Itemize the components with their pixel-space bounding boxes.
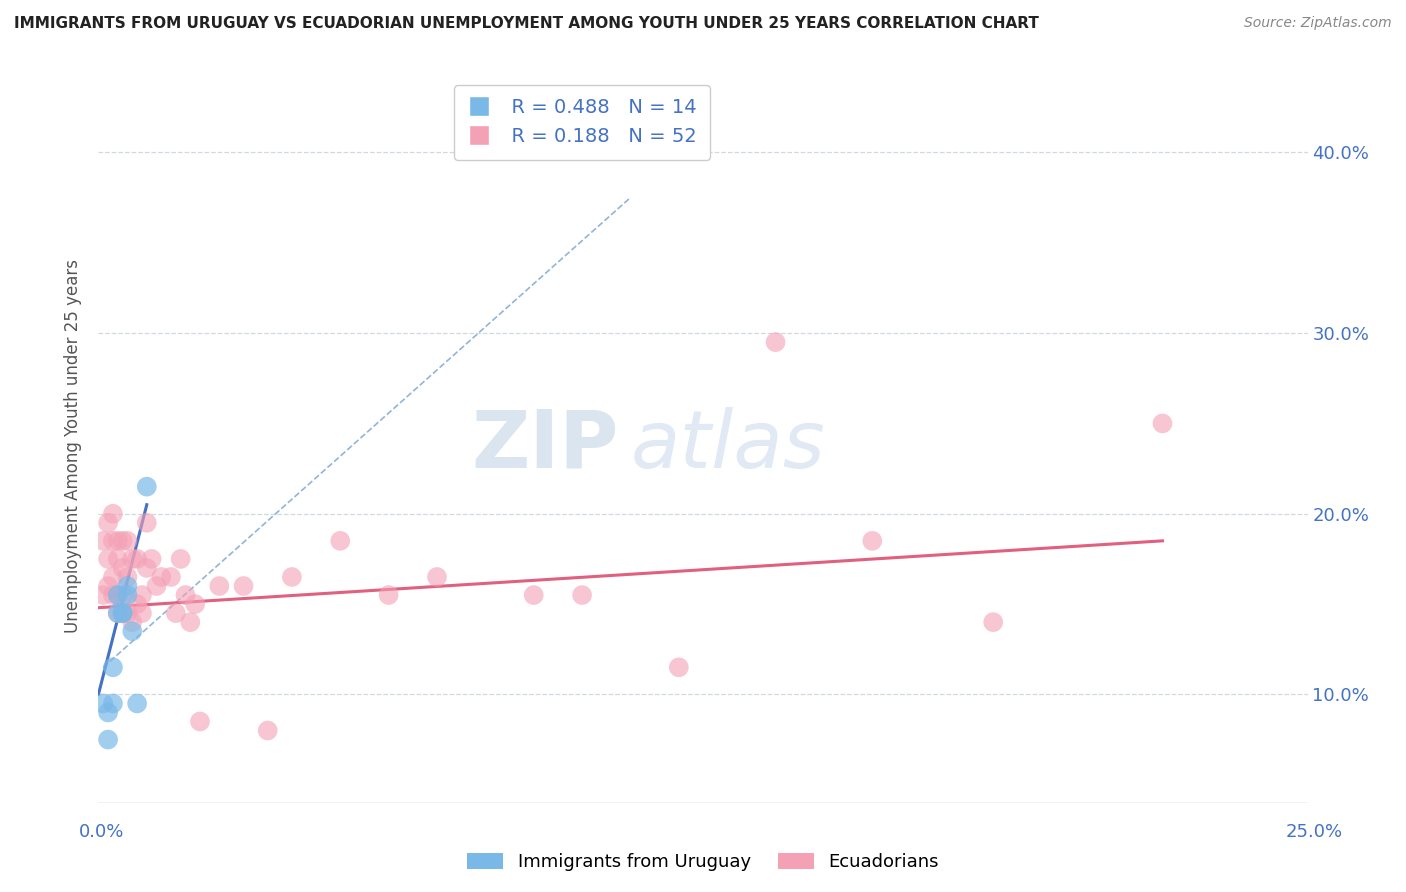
Point: [117, 533, 139, 548]
Point: [117, 606, 139, 620]
Point: [107, 552, 129, 566]
Point: [668, 660, 690, 674]
Point: [165, 606, 187, 620]
Point: [131, 588, 153, 602]
Point: [150, 570, 173, 584]
Point: [107, 588, 129, 602]
Point: [101, 660, 124, 674]
Point: [141, 552, 163, 566]
Point: [101, 588, 124, 602]
Point: [127, 697, 149, 711]
Point: [91, 533, 114, 548]
Point: [188, 714, 211, 729]
Point: [97, 706, 120, 720]
Point: [135, 561, 157, 575]
Point: [135, 480, 157, 494]
Point: [179, 615, 201, 629]
Point: [97, 552, 120, 566]
Legend:   R = 0.488   N = 14,   R = 0.188   N = 52: R = 0.488 N = 14, R = 0.188 N = 52: [454, 85, 710, 160]
Point: [117, 570, 139, 584]
Point: [97, 732, 120, 747]
Text: Source: ZipAtlas.com: Source: ZipAtlas.com: [1244, 16, 1392, 30]
Point: [121, 615, 143, 629]
Point: [111, 588, 134, 602]
Point: [111, 533, 134, 548]
Point: [121, 552, 143, 566]
Point: [117, 588, 139, 602]
Point: [426, 570, 449, 584]
Point: [127, 552, 149, 566]
Point: [97, 579, 120, 593]
Point: [135, 516, 157, 530]
Point: [117, 579, 139, 593]
Text: IMMIGRANTS FROM URUGUAY VS ECUADORIAN UNEMPLOYMENT AMONG YOUTH UNDER 25 YEARS CO: IMMIGRANTS FROM URUGUAY VS ECUADORIAN UN…: [14, 16, 1039, 31]
Point: [208, 579, 231, 593]
Point: [571, 588, 593, 602]
Point: [127, 597, 149, 611]
Text: ZIP: ZIP: [471, 407, 619, 485]
Point: [523, 588, 546, 602]
Text: 0.0%: 0.0%: [79, 822, 124, 840]
Point: [174, 588, 197, 602]
Point: [111, 561, 134, 575]
Point: [107, 533, 129, 548]
Point: [1152, 417, 1174, 431]
Point: [111, 606, 134, 620]
Point: [111, 606, 134, 620]
Point: [256, 723, 278, 738]
Point: [101, 697, 124, 711]
Point: [329, 533, 352, 548]
Text: 25.0%: 25.0%: [1286, 822, 1343, 840]
Point: [91, 697, 114, 711]
Point: [860, 533, 883, 548]
Point: [101, 570, 124, 584]
Point: [169, 552, 191, 566]
Point: [101, 533, 124, 548]
Text: atlas: atlas: [630, 407, 825, 485]
Y-axis label: Unemployment Among Youth under 25 years: Unemployment Among Youth under 25 years: [65, 259, 83, 633]
Point: [232, 579, 254, 593]
Point: [91, 588, 114, 602]
Point: [184, 597, 207, 611]
Point: [107, 606, 129, 620]
Point: [131, 606, 153, 620]
Point: [111, 606, 134, 620]
Point: [107, 588, 129, 602]
Legend: Immigrants from Uruguay, Ecuadorians: Immigrants from Uruguay, Ecuadorians: [460, 846, 946, 879]
Point: [121, 624, 143, 639]
Point: [101, 507, 124, 521]
Point: [981, 615, 1004, 629]
Point: [145, 579, 167, 593]
Point: [765, 335, 787, 350]
Point: [160, 570, 183, 584]
Point: [377, 588, 399, 602]
Point: [107, 606, 129, 620]
Point: [281, 570, 304, 584]
Point: [97, 516, 120, 530]
